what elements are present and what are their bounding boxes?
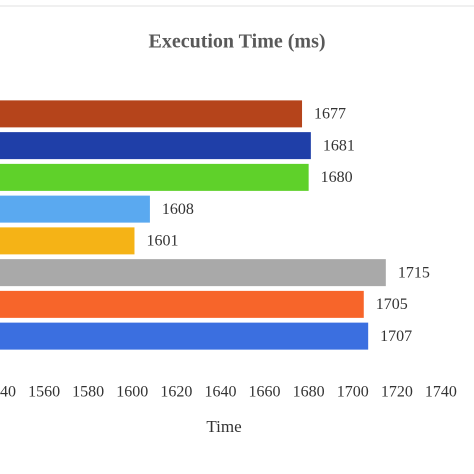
x-tick-label: 1600 [116,384,148,401]
value-label: 1681 [323,137,355,154]
x-tick-label: 1540 [0,384,16,401]
value-label: 1707 [380,328,412,345]
chart-title: Execution Time (ms) [148,31,325,53]
bar [0,132,311,160]
value-label: 1715 [398,264,430,281]
x-tick-label: 1720 [381,384,413,401]
x-axis-label: Time [206,417,241,436]
x-tick-label: 1740 [425,384,457,401]
bar [0,227,135,255]
value-label: 1705 [376,296,408,313]
value-label: 1608 [162,201,194,218]
x-tick-label: 1560 [28,384,60,401]
bar [0,259,386,287]
x-tick-label: 1620 [160,384,192,401]
bar [0,195,150,223]
value-label: 1601 [146,233,178,250]
value-label: 1677 [314,106,346,123]
bar [0,290,364,318]
value-label: 1680 [321,169,353,186]
x-tick-label: 1660 [249,384,281,401]
x-tick-label: 1700 [337,384,369,401]
x-tick-label: 1640 [204,384,236,401]
bar [0,163,309,191]
bar [0,322,369,350]
x-tick-label: 1580 [72,384,104,401]
x-tick-label: 1680 [293,384,325,401]
bar [0,100,303,128]
